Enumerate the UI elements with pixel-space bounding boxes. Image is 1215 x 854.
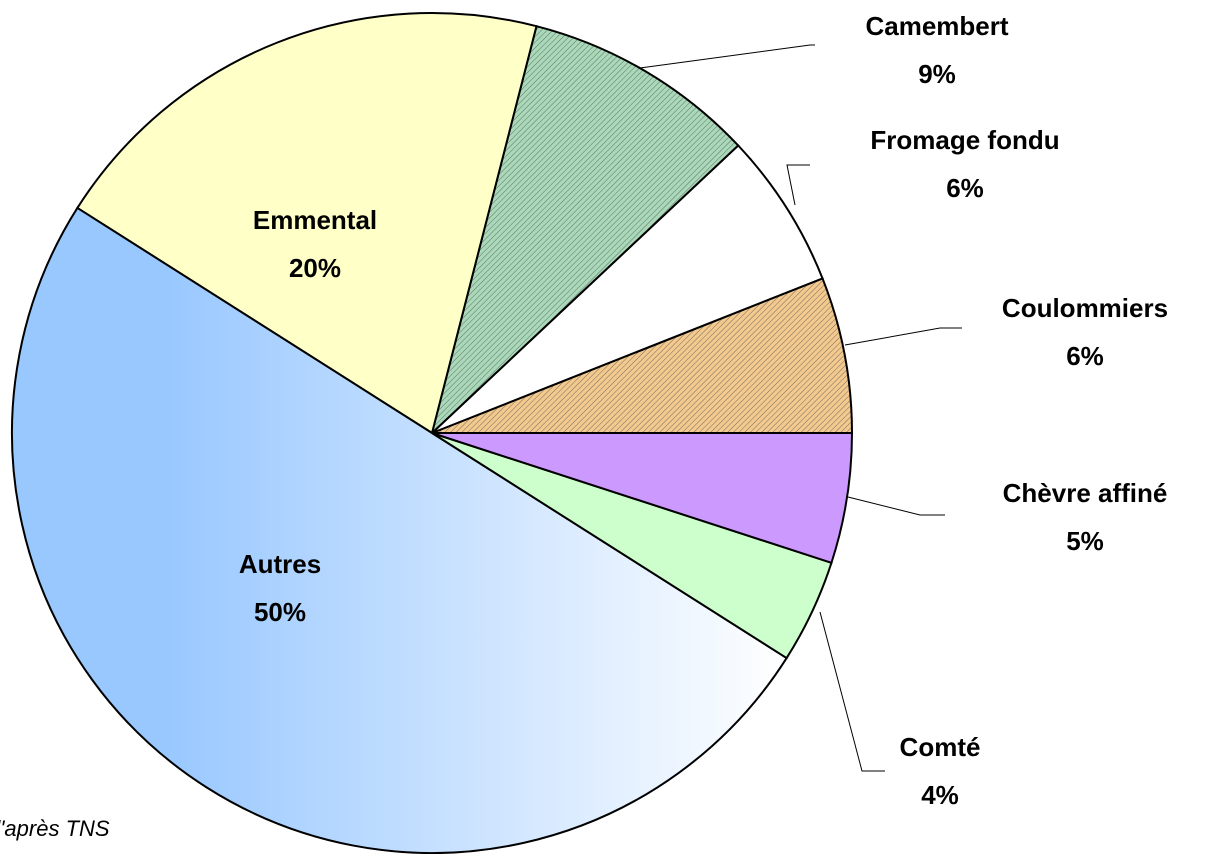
- pie-slice: [431, 144, 824, 434]
- slice-label: Chèvre affiné: [1003, 478, 1168, 508]
- slice-label: Comté: [900, 732, 981, 762]
- pie-slice: [431, 432, 854, 565]
- slice-label: Camembert: [865, 11, 1008, 41]
- leader-line: [819, 611, 885, 772]
- leader-line: [639, 44, 815, 69]
- pie-slice: [11, 206, 788, 854]
- slice-label: Fromage fondu: [870, 125, 1059, 155]
- slice-value: 4%: [921, 780, 959, 810]
- slice-value: 5%: [1066, 526, 1104, 556]
- source-note: d'après TNS: [0, 816, 110, 841]
- slice-value: 50%: [254, 597, 306, 627]
- leader-line: [844, 327, 962, 346]
- pie-slice: [76, 12, 538, 435]
- pie-slice: [430, 24, 740, 437]
- slice-value: 6%: [946, 173, 984, 203]
- slice-label: Coulommiers: [1002, 293, 1168, 323]
- slice-label: Emmental: [253, 205, 377, 235]
- pie-slice: [431, 277, 854, 434]
- leader-line: [786, 164, 810, 206]
- slice-value: 20%: [289, 253, 341, 283]
- slice-value: 6%: [1066, 341, 1104, 371]
- slice-value: 9%: [918, 59, 956, 89]
- slice-label: Autres: [239, 549, 321, 579]
- leader-line: [847, 496, 945, 516]
